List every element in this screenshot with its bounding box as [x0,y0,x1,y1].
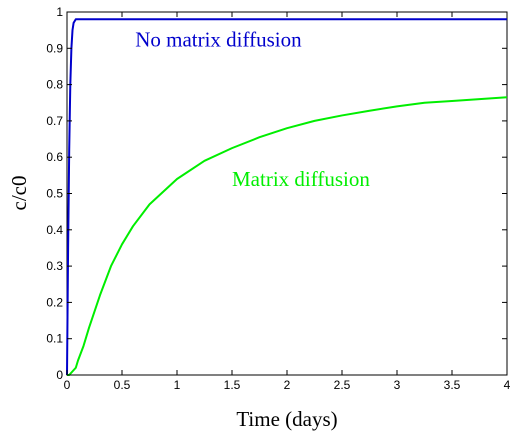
x-tick-label: 3 [394,378,401,392]
series-line-matrix-diffusion [67,96,508,376]
x-tick-label: 1.5 [224,378,241,392]
x-tick-label: 4 [504,378,510,392]
y-tick-label: 0.5 [46,187,63,201]
y-tick-label: 0.4 [46,223,63,237]
y-tick-label: 0.3 [46,259,63,273]
x-tick-label: 1 [174,378,181,392]
x-axis-label: Time (days) [236,407,337,431]
y-tick-label: 0.1 [46,332,63,346]
x-tick-label: 2.5 [334,378,351,392]
x-tick-label: 0 [64,378,71,392]
y-tick-label: 1 [56,5,63,19]
plot-area [66,11,508,376]
y-tick-label: 0.8 [46,78,63,92]
tick-layer: 0 0.5 1 1.5 2 2.5 3 3.5 4 0 0.1 0.2 0.3 0.4 0.5 0.6 0.7 0… [46,5,510,392]
annotation-matrix-diffusion: Matrix diffusion [232,167,370,191]
y-tick-label: 0.7 [46,114,63,128]
annotation-no-matrix-diffusion: No matrix diffusion [135,27,302,51]
annotation-layer: No matrix diffusion Matrix diffusion [135,27,370,191]
x-tick-label: 2 [284,378,291,392]
y-tick-label: 0.9 [46,41,63,55]
y-tick-label: 0 [56,368,63,382]
x-tick-label: 3.5 [444,378,461,392]
x-tick-label: 0.5 [114,378,131,392]
y-axis-label: c/c0 [7,176,31,211]
y-tick-label: 0.6 [46,150,63,164]
y-tick-label: 0.2 [46,295,63,309]
series-layer [66,18,508,376]
series-line-no-matrix-diffusion [66,18,507,376]
